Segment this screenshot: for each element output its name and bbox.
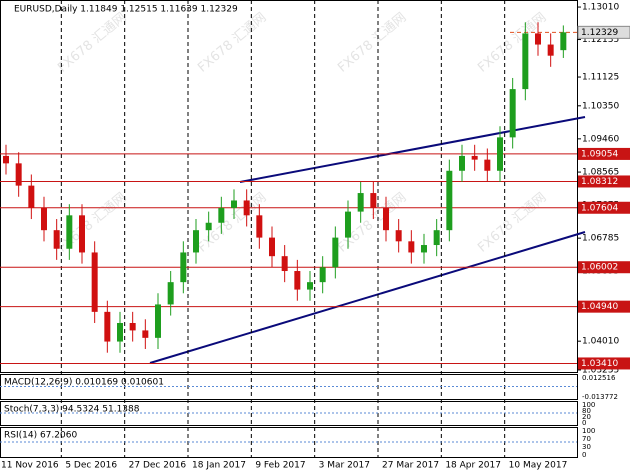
candle-body: [205, 222, 212, 231]
candle-body: [15, 163, 22, 186]
candle-body: [471, 155, 478, 160]
candle-body: [269, 237, 275, 257]
last-price-label: 1.12329: [581, 28, 618, 38]
panel-tick-label: 30: [582, 443, 591, 451]
candle-body: [560, 32, 567, 51]
level-label: 1.03410: [581, 359, 618, 369]
candle-body: [256, 215, 263, 238]
candle-body: [41, 207, 47, 231]
x-tick-label: 3 Mar 2017: [319, 461, 370, 471]
panel-tick-label: 20: [582, 413, 591, 421]
candle-body: [357, 193, 364, 212]
y-tick-label: 1.04010: [582, 337, 619, 347]
panel-tick-label: -0.013772: [582, 393, 618, 401]
panel-tick-label: 80: [582, 407, 591, 415]
panel-label: Stoch(7,3,3) 94.5324 51.1388: [4, 405, 140, 415]
panel-tick-label: 0.012516: [582, 374, 616, 382]
x-tick-label: 9 Feb 2017: [255, 461, 305, 471]
candle-body: [117, 322, 123, 342]
y-tick-label: 1.08565: [582, 168, 619, 178]
candle-body: [395, 230, 402, 242]
y-tick-label: 1.12135: [582, 35, 619, 45]
x-tick-label: 27 Mar 2017: [382, 461, 439, 471]
level-box: [578, 300, 630, 313]
level-box: [578, 261, 630, 274]
candle-body: [307, 282, 313, 290]
level-label: 1.06002: [581, 263, 618, 273]
plot-frame: [0, 0, 578, 373]
trend-line: [239, 116, 586, 183]
candle-body: [319, 267, 326, 283]
candle-body: [497, 137, 503, 171]
candle-body: [231, 200, 237, 208]
panel-tick-label: 0: [582, 451, 586, 459]
panel-label: RSI(14) 67.2060: [4, 431, 77, 441]
last-price-box: [577, 25, 630, 39]
x-tick-label: 5 Dec 2016: [65, 461, 117, 471]
y-tick-label: 1.11125: [582, 73, 619, 83]
level-box: [578, 175, 630, 188]
panel-tick-label: 100: [582, 427, 595, 435]
candle-body: [167, 282, 174, 305]
y-tick-label: 1.06785: [582, 234, 619, 244]
candle-body: [3, 155, 9, 164]
panel-label: MACD(12,26,9) 0.010169 0.010601: [4, 378, 164, 388]
panel-tick-label: 100: [582, 401, 595, 409]
candle-body: [66, 215, 73, 249]
level-box: [578, 147, 630, 160]
candle-body: [104, 311, 111, 342]
level-box: [578, 357, 630, 370]
level-label: 1.08312: [581, 177, 618, 187]
candle-body: [433, 230, 440, 246]
candle-body: [547, 44, 554, 56]
candle-body: [345, 211, 351, 238]
candle-body: [421, 245, 427, 253]
candle-body: [79, 215, 85, 253]
candle-body: [243, 200, 250, 216]
x-tick-label: 18 Jan 2017: [192, 461, 246, 471]
level-label: 1.09054: [581, 149, 618, 159]
y-tick-label: 1.10350: [582, 101, 619, 111]
candle-body: [509, 89, 516, 138]
candle-body: [459, 155, 465, 171]
candle-body: [332, 237, 339, 268]
candle-body: [53, 230, 60, 249]
y-tick-label: 1.03235: [582, 365, 619, 375]
candle-body: [129, 322, 136, 331]
candle-body: [193, 230, 199, 253]
candle-body: [370, 193, 377, 208]
candle-body: [484, 159, 491, 171]
candle-body: [180, 252, 187, 283]
trend-line: [149, 231, 586, 364]
candle-body: [408, 241, 415, 253]
x-tick-label: 10 May 2017: [509, 461, 568, 471]
x-tick-label: 18 Apr 2017: [445, 461, 501, 471]
chart-title: EURUSD,Daily 1.11849 1.12515 1.11639 1.1…: [14, 5, 238, 15]
panel-tick-label: 0: [582, 419, 586, 427]
candle-body: [383, 207, 389, 231]
x-tick-label: 11 Nov 2016: [1, 461, 59, 471]
candle-body: [294, 271, 301, 290]
candle-body: [28, 185, 35, 208]
candle-body: [281, 256, 288, 272]
candle-body: [535, 33, 541, 45]
level-label: 1.04940: [581, 302, 618, 312]
level-label: 1.07604: [581, 203, 618, 213]
candle-body: [91, 252, 98, 312]
candle-body: [155, 304, 161, 338]
candle-body: [218, 207, 225, 223]
x-tick-label: 27 Dec 2016: [129, 461, 187, 471]
level-box: [578, 201, 630, 214]
candle-body: [446, 170, 453, 231]
panel-tick-label: 70: [582, 435, 591, 443]
y-tick-label: 1.09460: [582, 134, 619, 144]
y-tick-label: 1.13010: [582, 3, 619, 13]
candle-body: [522, 33, 529, 90]
candle-body: [142, 330, 149, 338]
